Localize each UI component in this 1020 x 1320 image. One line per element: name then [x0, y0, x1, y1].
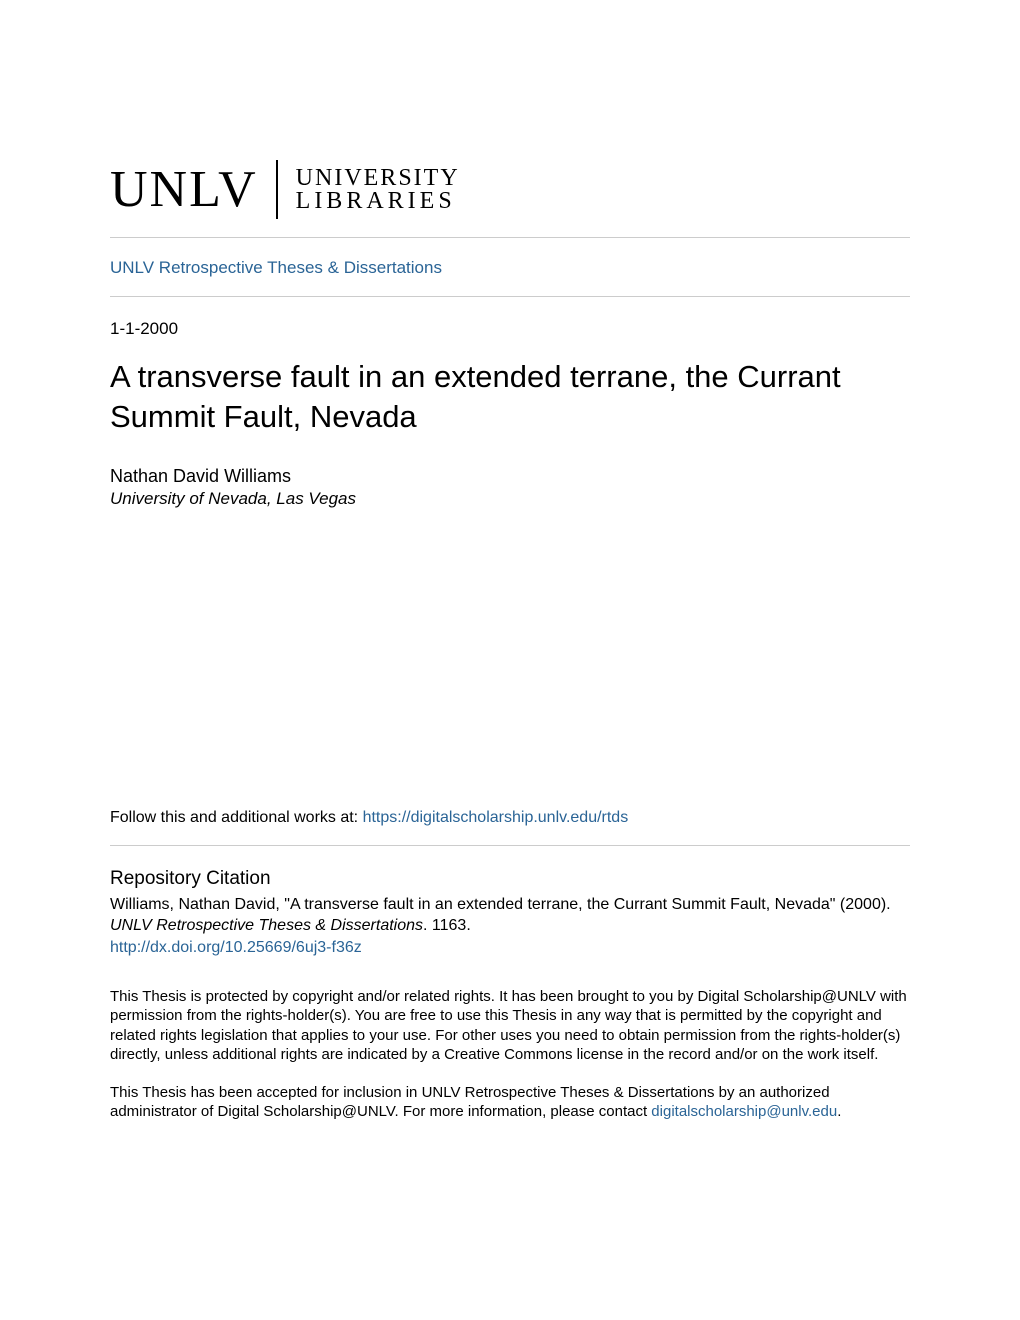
rule-under-collection — [110, 296, 910, 297]
follow-prefix: Follow this and additional works at: — [110, 809, 363, 826]
institution-logo: UNLV UNIVERSITY LIBRARIES — [110, 160, 910, 219]
collection-link[interactable]: UNLV Retrospective Theses & Dissertation… — [110, 258, 910, 278]
citation-heading: Repository Citation — [110, 868, 910, 890]
contact-email-link[interactable]: digitalscholarship@unlv.edu — [651, 1103, 837, 1120]
doi-link[interactable]: http://dx.doi.org/10.25669/6uj3-f36z — [110, 939, 910, 957]
publication-date: 1-1-2000 — [110, 319, 910, 339]
logo-unit: UNIVERSITY LIBRARIES — [296, 167, 460, 213]
citation-after-series: . 1163. — [423, 917, 471, 934]
rule-top — [110, 237, 910, 238]
citation-series-title: UNLV Retrospective Theses & Dissertation… — [110, 917, 423, 934]
logo-institution-mark: UNLV — [110, 160, 278, 219]
citation-before-series: Williams, Nathan David, "A transverse fa… — [110, 896, 891, 913]
rights-statement: This Thesis is protected by copyright an… — [110, 987, 910, 1065]
follow-line: Follow this and additional works at: htt… — [110, 809, 910, 827]
author-name: Nathan David Williams — [110, 466, 910, 487]
follow-link[interactable]: https://digitalscholarship.unlv.edu/rtds — [363, 809, 629, 826]
logo-unit-line2: LIBRARIES — [296, 188, 456, 214]
acceptance-after-link: . — [837, 1103, 841, 1120]
rule-above-citation — [110, 845, 910, 846]
paper-title: A transverse fault in an extended terran… — [110, 357, 910, 438]
acceptance-statement: This Thesis has been accepted for inclus… — [110, 1083, 910, 1122]
author-affiliation: University of Nevada, Las Vegas — [110, 489, 910, 509]
citation-body: Williams, Nathan David, "A transverse fa… — [110, 894, 910, 937]
